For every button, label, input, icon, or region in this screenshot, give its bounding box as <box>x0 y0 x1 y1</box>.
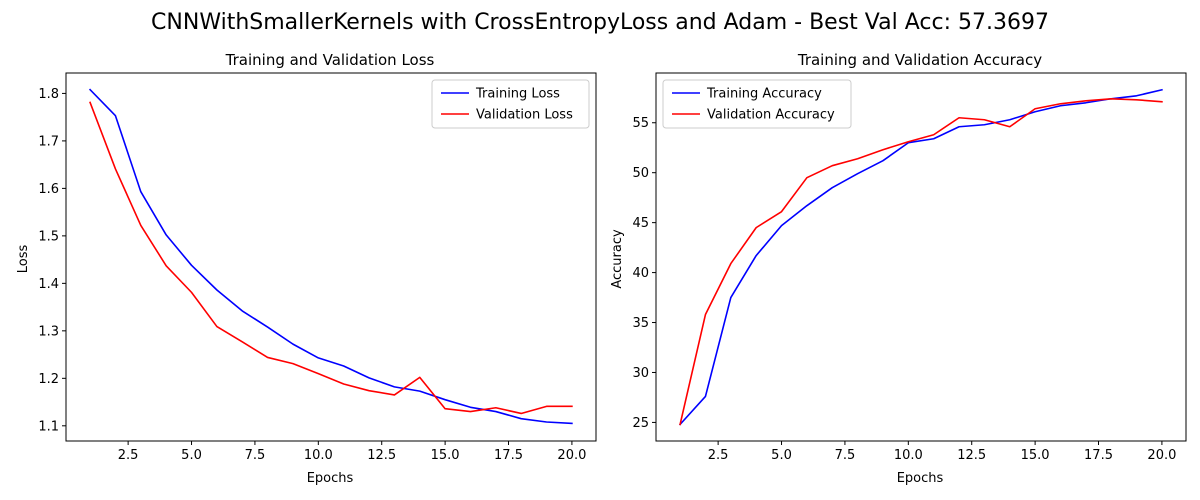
loss-legend: Training Loss Validation Loss <box>431 79 590 129</box>
accuracy-chart-marks: 2.5 5.0 7.5 10.0 12.5 15.0 17.5 20.0 25 30 35 40 45 5… <box>632 72 1187 463</box>
loss-chart-marks: 2.5 5.0 7.5 10.0 12.5 15.0 17.5 20.0 1.1 1.2 1.3 1.… <box>38 72 597 463</box>
loss-ytick-label: 1.5 <box>38 229 59 244</box>
loss-xtick-label: 20.0 <box>557 448 586 463</box>
figure-title: CNNWithSmallerKernels with CrossEntropyL… <box>151 10 1049 35</box>
accuracy-legend-label: Training Accuracy <box>706 87 822 102</box>
loss-series-line-1 <box>89 101 573 415</box>
accuracy-ytick-label: 30 <box>632 366 649 381</box>
accuracy-xtick-label: 10.0 <box>894 448 923 463</box>
loss-xtick-label: 2.5 <box>118 448 139 463</box>
accuracy-chart-title: Training and Validation Accuracy <box>797 51 1042 69</box>
accuracy-legend-box <box>662 79 852 129</box>
loss-axes-frame <box>65 72 597 442</box>
loss-xtick-label: 5.0 <box>181 448 202 463</box>
loss-ytick-label: 1.6 <box>38 182 59 197</box>
loss-legend-box <box>431 79 590 129</box>
loss-series-line-0 <box>88 88 573 425</box>
accuracy-chart: Training and Validation Accuracy Epochs … <box>610 51 1187 486</box>
accuracy-series-line-1 <box>679 97 1163 426</box>
loss-ytick-label: 1.7 <box>38 134 59 149</box>
accuracy-axes-frame <box>655 72 1187 442</box>
loss-xtick-label: 10.0 <box>304 448 333 463</box>
loss-ytick-label: 1.1 <box>38 419 59 434</box>
loss-xtick-label: 7.5 <box>245 448 266 463</box>
loss-ytick-label: 1.3 <box>38 324 59 339</box>
loss-legend-label: Validation Loss <box>476 108 573 123</box>
loss-xtick-label: 17.5 <box>494 448 523 463</box>
accuracy-ytick-label: 40 <box>632 266 649 281</box>
accuracy-ytick-label: 25 <box>632 416 649 431</box>
accuracy-ytick-label: 55 <box>632 116 649 131</box>
loss-xtick-label: 12.5 <box>367 448 396 463</box>
accuracy-xtick-label: 12.5 <box>957 448 986 463</box>
accuracy-xtick-label: 20.0 <box>1147 448 1176 463</box>
accuracy-ytick-label: 45 <box>632 216 649 231</box>
loss-ytick-label: 1.8 <box>38 87 59 102</box>
loss-ytick-label: 1.4 <box>38 277 59 292</box>
accuracy-xtick-label: 17.5 <box>1084 448 1113 463</box>
accuracy-legend: Training Accuracy Validation Accuracy <box>662 79 852 129</box>
accuracy-chart-xlabel: Epochs <box>897 471 944 486</box>
accuracy-chart-ylabel: Accuracy <box>610 229 625 289</box>
loss-chart-title: Training and Validation Loss <box>225 51 435 69</box>
loss-ytick-label: 1.2 <box>38 372 59 387</box>
loss-xtick-label: 15.0 <box>431 448 460 463</box>
loss-chart-xlabel: Epochs <box>307 471 354 486</box>
accuracy-xtick-label: 15.0 <box>1021 448 1050 463</box>
accuracy-ytick-label: 50 <box>632 166 649 181</box>
loss-legend-label: Training Loss <box>475 87 560 102</box>
accuracy-xtick-label: 7.5 <box>835 448 856 463</box>
accuracy-ytick-label: 35 <box>632 316 649 331</box>
loss-chart-ylabel: Loss <box>16 245 31 274</box>
accuracy-legend-label: Validation Accuracy <box>707 108 835 123</box>
accuracy-xtick-label: 2.5 <box>708 448 729 463</box>
accuracy-xtick-label: 5.0 <box>771 448 792 463</box>
accuracy-series-line-0 <box>678 88 1163 426</box>
loss-chart: Training and Validation Loss Epochs Loss… <box>16 51 597 486</box>
